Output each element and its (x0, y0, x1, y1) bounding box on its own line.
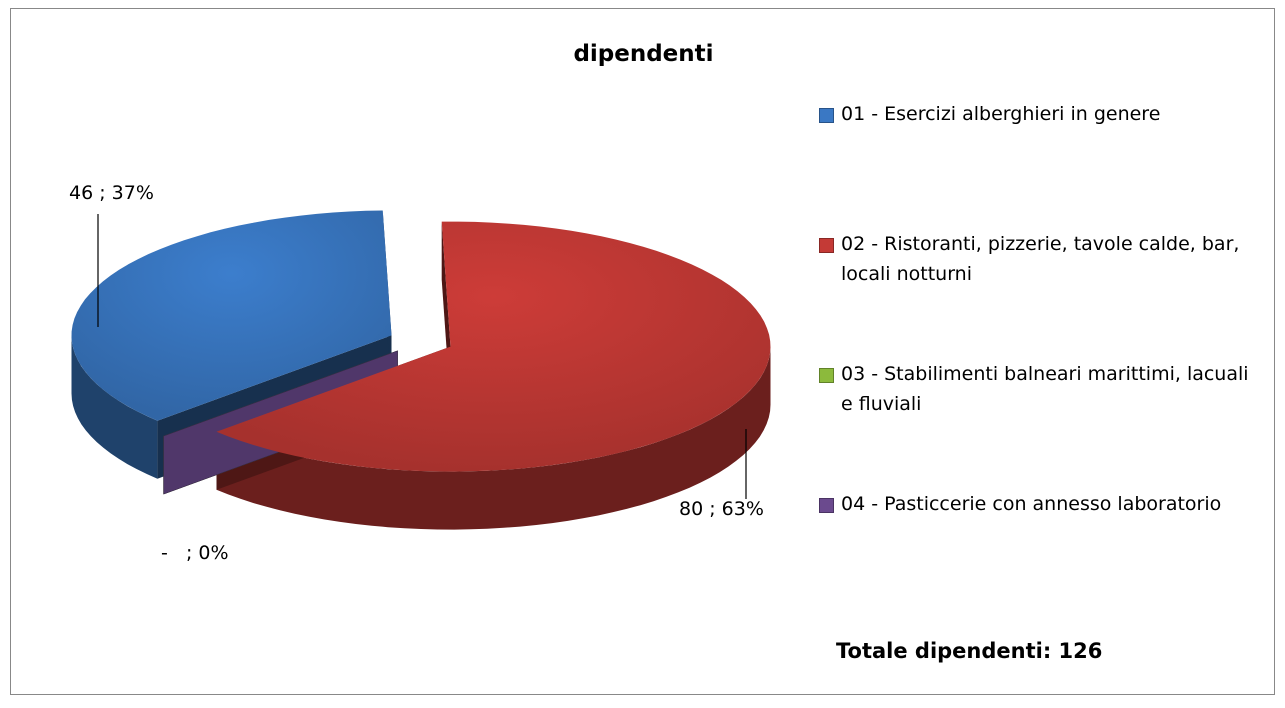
chart-title: dipendenti (573, 41, 714, 67)
chart: dipendenti 46 ; 37% 80 ; 63% - ; 0% 01 - E… (10, 8, 1275, 695)
legend-swatch (819, 108, 834, 123)
slice-side (71, 335, 158, 479)
legend-item: 03 - Stabilimenti balneari marittimi, la… (819, 359, 1261, 419)
data-label: 80 ; 63% (679, 498, 764, 520)
annotation: Totale dipendenti: 126 (836, 639, 1103, 663)
data-label: - ; 0% (161, 542, 229, 564)
legend-item: 01 - Esercizi alberghieri in genere (819, 99, 1261, 129)
slice (216, 221, 771, 472)
data-label: 46 ; 37% (69, 182, 154, 204)
legend-label: 04 - Pasticcerie con annesso laboratorio (841, 493, 1222, 515)
legend-label: 02 - Ristoranti, pizzerie, tavole calde,… (841, 233, 1240, 285)
legend-item: 02 - Ristoranti, pizzerie, tavole calde,… (819, 229, 1261, 289)
slice-side (216, 346, 771, 530)
legend-item: 04 - Pasticcerie con annesso laboratorio (819, 489, 1261, 519)
legend-label: 01 - Esercizi alberghieri in genere (841, 103, 1161, 125)
legend-swatch (819, 498, 834, 513)
pie-area: 46 ; 37% 80 ; 63% - ; 0% (69, 182, 771, 564)
legend-swatch (819, 368, 834, 383)
legend-swatch (819, 238, 834, 253)
legend-label: 03 - Stabilimenti balneari marittimi, la… (841, 363, 1249, 415)
slice (71, 210, 392, 421)
